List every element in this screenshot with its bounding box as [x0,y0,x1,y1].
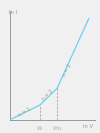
Text: n = 2: n = 2 [41,89,54,102]
Text: ln V: ln V [83,124,93,129]
Text: n = 1: n = 1 [18,106,31,117]
Text: $V_{TFL}$: $V_{TFL}$ [52,124,63,133]
Text: n = 2: n = 2 [62,63,72,77]
Text: ln I: ln I [9,10,17,15]
Text: $V_0$: $V_0$ [36,124,44,133]
